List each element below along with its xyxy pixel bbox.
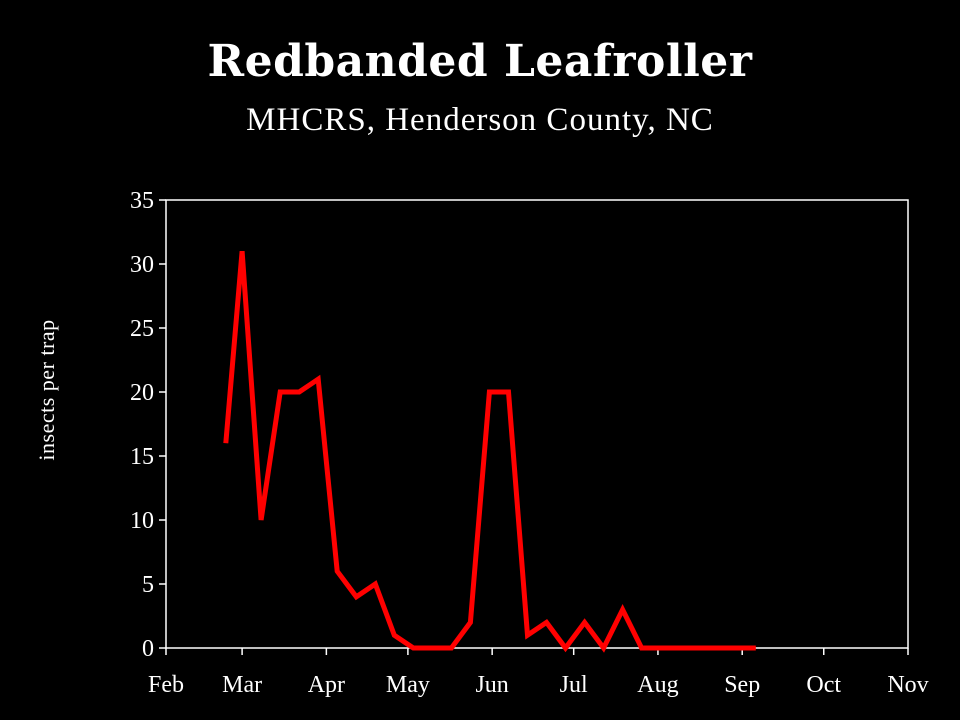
x-tick-label: Aug <box>637 672 678 698</box>
x-tick-label: Jul <box>560 672 588 698</box>
y-tick-label: 20 <box>130 380 154 406</box>
plot-border <box>165 199 909 649</box>
x-tick-label: Mar <box>222 672 262 698</box>
y-axis-label: insects per trap <box>34 319 59 460</box>
chart-subtitle: MHCRS, Henderson County, NC <box>246 102 714 138</box>
x-tick-label: Apr <box>308 672 345 698</box>
y-tick-label: 25 <box>130 316 154 342</box>
y-tick-label: 10 <box>130 508 154 534</box>
x-tick-label: Feb <box>148 672 184 698</box>
x-tick-label: Nov <box>887 672 928 698</box>
x-tick-label: Oct <box>806 672 841 698</box>
y-tick-label: 35 <box>130 188 154 214</box>
x-axis: Feb Mar Apr May Jun Jul Aug Sep Oct Nov <box>148 648 929 698</box>
chart-title: Redbanded Leafroller <box>207 36 753 87</box>
y-tick-label: 0 <box>142 636 154 662</box>
x-tick-label: Sep <box>724 672 760 698</box>
y-tick-label: 30 <box>130 252 154 278</box>
plot-area <box>165 199 909 649</box>
y-axis: 0 5 10 15 20 25 30 35 <box>130 188 166 662</box>
y-tick-label: 5 <box>142 572 154 598</box>
x-tick-label: May <box>386 672 430 698</box>
series-line <box>223 250 756 653</box>
series-layer <box>223 250 756 653</box>
x-tick-label: Jun <box>475 672 508 698</box>
y-tick-label: 15 <box>130 444 154 470</box>
